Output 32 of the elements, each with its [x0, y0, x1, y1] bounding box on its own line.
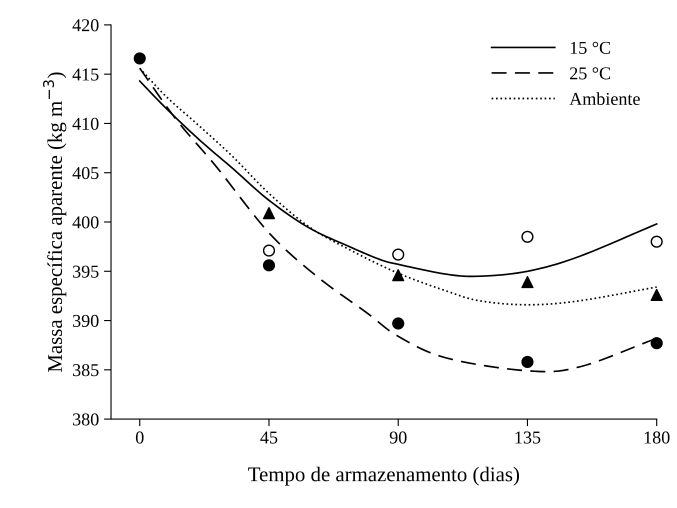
y-tick-label: 410 — [72, 118, 99, 130]
point — [650, 236, 663, 248]
point — [262, 259, 276, 272]
y-tick-label: 380 — [73, 413, 99, 426]
x-tick-label: 90 — [390, 431, 407, 444]
x-tick-label: 135 — [516, 431, 540, 444]
point — [650, 288, 663, 301]
y-tick-label: 400 — [72, 216, 99, 228]
y-tick-label: 385 — [73, 364, 99, 376]
y-tick-label: 405 — [72, 166, 99, 180]
point — [521, 356, 534, 368]
point — [650, 337, 663, 350]
legend-label: Ambiente — [569, 92, 640, 105]
y-tick-label: 390 — [73, 314, 99, 327]
point — [392, 269, 404, 282]
y-tick-label: 395 — [73, 266, 99, 278]
point — [521, 276, 534, 288]
point — [392, 248, 404, 261]
point — [134, 52, 146, 64]
point — [392, 317, 404, 330]
x-axis-title: Tempo de armazenamento (dias) — [248, 466, 520, 486]
point — [262, 244, 276, 257]
point — [521, 230, 534, 243]
x-tick-label: 45 — [260, 432, 278, 444]
x-tick-label: 0 — [136, 431, 144, 444]
y-tick-label: 415 — [72, 68, 99, 81]
point — [262, 207, 276, 220]
y-tick-label: 420 — [72, 19, 99, 32]
y-axis-title: Massa específica aparente (kg m$^{−3}$) — [43, 72, 66, 372]
legend-label: 15 °C — [570, 42, 610, 54]
x-tick-label: 180 — [644, 431, 670, 444]
legend-label: 25 °C — [570, 67, 610, 80]
